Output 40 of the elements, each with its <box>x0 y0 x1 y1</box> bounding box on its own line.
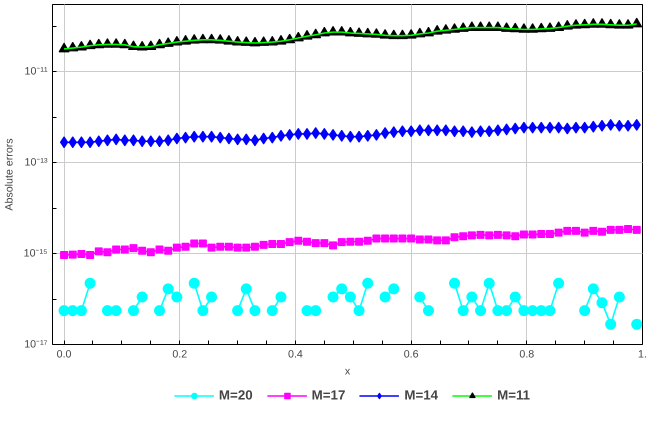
y-tick-label: 10⁻¹⁷ <box>24 338 48 350</box>
y-axis-title: Absolute errors <box>4 138 16 211</box>
point <box>136 291 148 302</box>
point <box>128 305 139 316</box>
point <box>388 283 400 294</box>
legend-label: M=11 <box>497 388 530 402</box>
point <box>553 278 564 289</box>
x-tick-label: 0.2 <box>172 348 188 360</box>
y-tick-label: 10⁻¹⁵ <box>24 248 48 260</box>
x-tick-label: 0.6 <box>404 348 419 360</box>
point <box>249 305 260 316</box>
x-tick-label: 0.4 <box>288 348 303 360</box>
point <box>579 305 590 316</box>
x-tick-label: 0.8 <box>519 348 534 360</box>
point <box>232 305 244 316</box>
y-tick-label: 10⁻¹¹ <box>24 66 48 78</box>
point <box>154 305 166 316</box>
x-axis-title: x <box>344 366 351 378</box>
legend-label: M=20 <box>218 388 253 402</box>
y-tick-label: 10⁻¹³ <box>24 156 48 169</box>
point <box>171 291 182 302</box>
point <box>110 305 122 316</box>
point <box>380 291 391 302</box>
point <box>422 305 434 316</box>
legend-label: M=17 <box>312 388 346 402</box>
point <box>206 291 218 302</box>
point <box>84 278 96 289</box>
x-tick-label: 0.0 <box>56 348 72 360</box>
point <box>310 305 322 316</box>
point <box>275 291 286 302</box>
point <box>614 291 625 302</box>
point <box>328 291 339 302</box>
point <box>362 278 374 289</box>
legend-label: M=14 <box>404 388 438 402</box>
point <box>414 291 426 302</box>
point <box>631 318 642 330</box>
point <box>266 305 278 316</box>
x-tick-label: 1. <box>638 348 647 360</box>
point <box>188 278 200 289</box>
point <box>449 278 460 289</box>
